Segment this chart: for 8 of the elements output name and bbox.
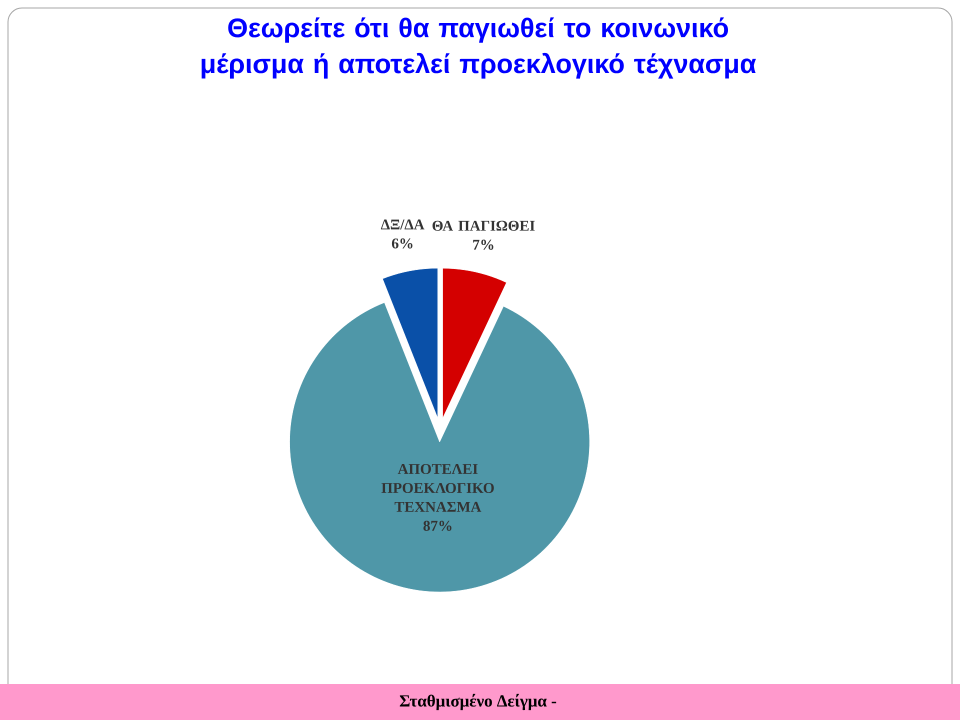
data-label: 7% [473,240,494,250]
slice-label: ΑΠΟΤΕΛΕΙ ΠΡΟΕΚΛΟΓΙΚΟ ΤΕΧΝΑΣΜΑ [382,464,494,512]
slice-label: ΔΞ/ΔΑ [380,220,424,230]
chart-title: Θεωρείτε ότι θα παγιωθεί το κοινωνικό μέρισμα ή αποτελεί προεκλογικό τέχνασμα [202,17,756,79]
data-label: 87% [423,520,452,531]
text: Σταθμισμένο Δείγμα - [400,694,556,710]
data-label: 6% [392,238,412,249]
slice-label: ΘΑ ΠΑΓΙΩΘΕΙ [432,220,535,231]
